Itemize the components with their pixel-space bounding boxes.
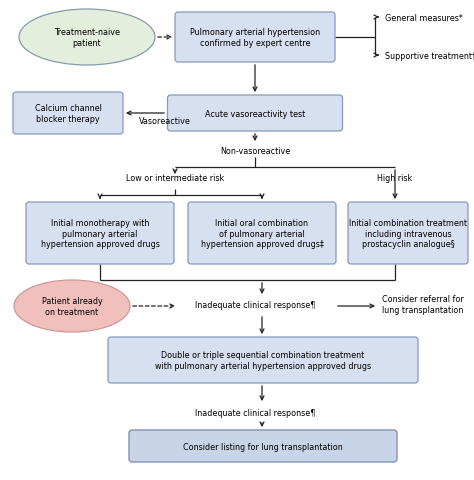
FancyBboxPatch shape [108,337,418,383]
Text: Inadequate clinical response¶: Inadequate clinical response¶ [195,408,315,417]
Text: Initial monotherapy with
pulmonary arterial
hypertension approved drugs: Initial monotherapy with pulmonary arter… [41,219,159,248]
Text: Calcium channel
blocker therapy: Calcium channel blocker therapy [35,104,101,123]
Text: Patient already
on treatment: Patient already on treatment [42,297,102,316]
Text: Acute vasoreactivity test: Acute vasoreactivity test [205,109,305,118]
FancyBboxPatch shape [13,93,123,135]
Text: General measures*: General measures* [385,13,463,23]
FancyBboxPatch shape [188,203,336,264]
Text: Initial oral combination
of pulmonary arterial
hypertension approved drugs‡: Initial oral combination of pulmonary ar… [201,219,323,248]
Ellipse shape [19,10,155,66]
FancyBboxPatch shape [175,13,335,63]
Text: Vasoreactive: Vasoreactive [139,116,191,125]
Text: Non-vasoreactive: Non-vasoreactive [220,146,290,155]
Text: Low or intermediate risk: Low or intermediate risk [126,173,224,182]
Text: Inadequate clinical response¶: Inadequate clinical response¶ [195,301,315,310]
Text: Double or triple sequential combination treatment
with pulmonary arterial hypert: Double or triple sequential combination … [155,350,371,370]
FancyBboxPatch shape [26,203,174,264]
Text: Initial combination treatment
including intravenous
prostacyclin analogue§: Initial combination treatment including … [349,219,467,248]
Text: Consider listing for lung transplantation: Consider listing for lung transplantatio… [183,442,343,451]
Ellipse shape [14,280,130,332]
FancyBboxPatch shape [129,430,397,462]
Text: Consider referral for
lung transplantation: Consider referral for lung transplantati… [382,295,464,314]
Text: Supportive treatment†: Supportive treatment† [385,51,474,60]
Text: High risk: High risk [377,173,413,182]
Text: Pulmonary arterial hypertension
confirmed by expert centre: Pulmonary arterial hypertension confirme… [190,28,320,48]
Text: Treatment-naive
patient: Treatment-naive patient [54,28,120,48]
FancyBboxPatch shape [348,203,468,264]
FancyBboxPatch shape [167,96,343,132]
